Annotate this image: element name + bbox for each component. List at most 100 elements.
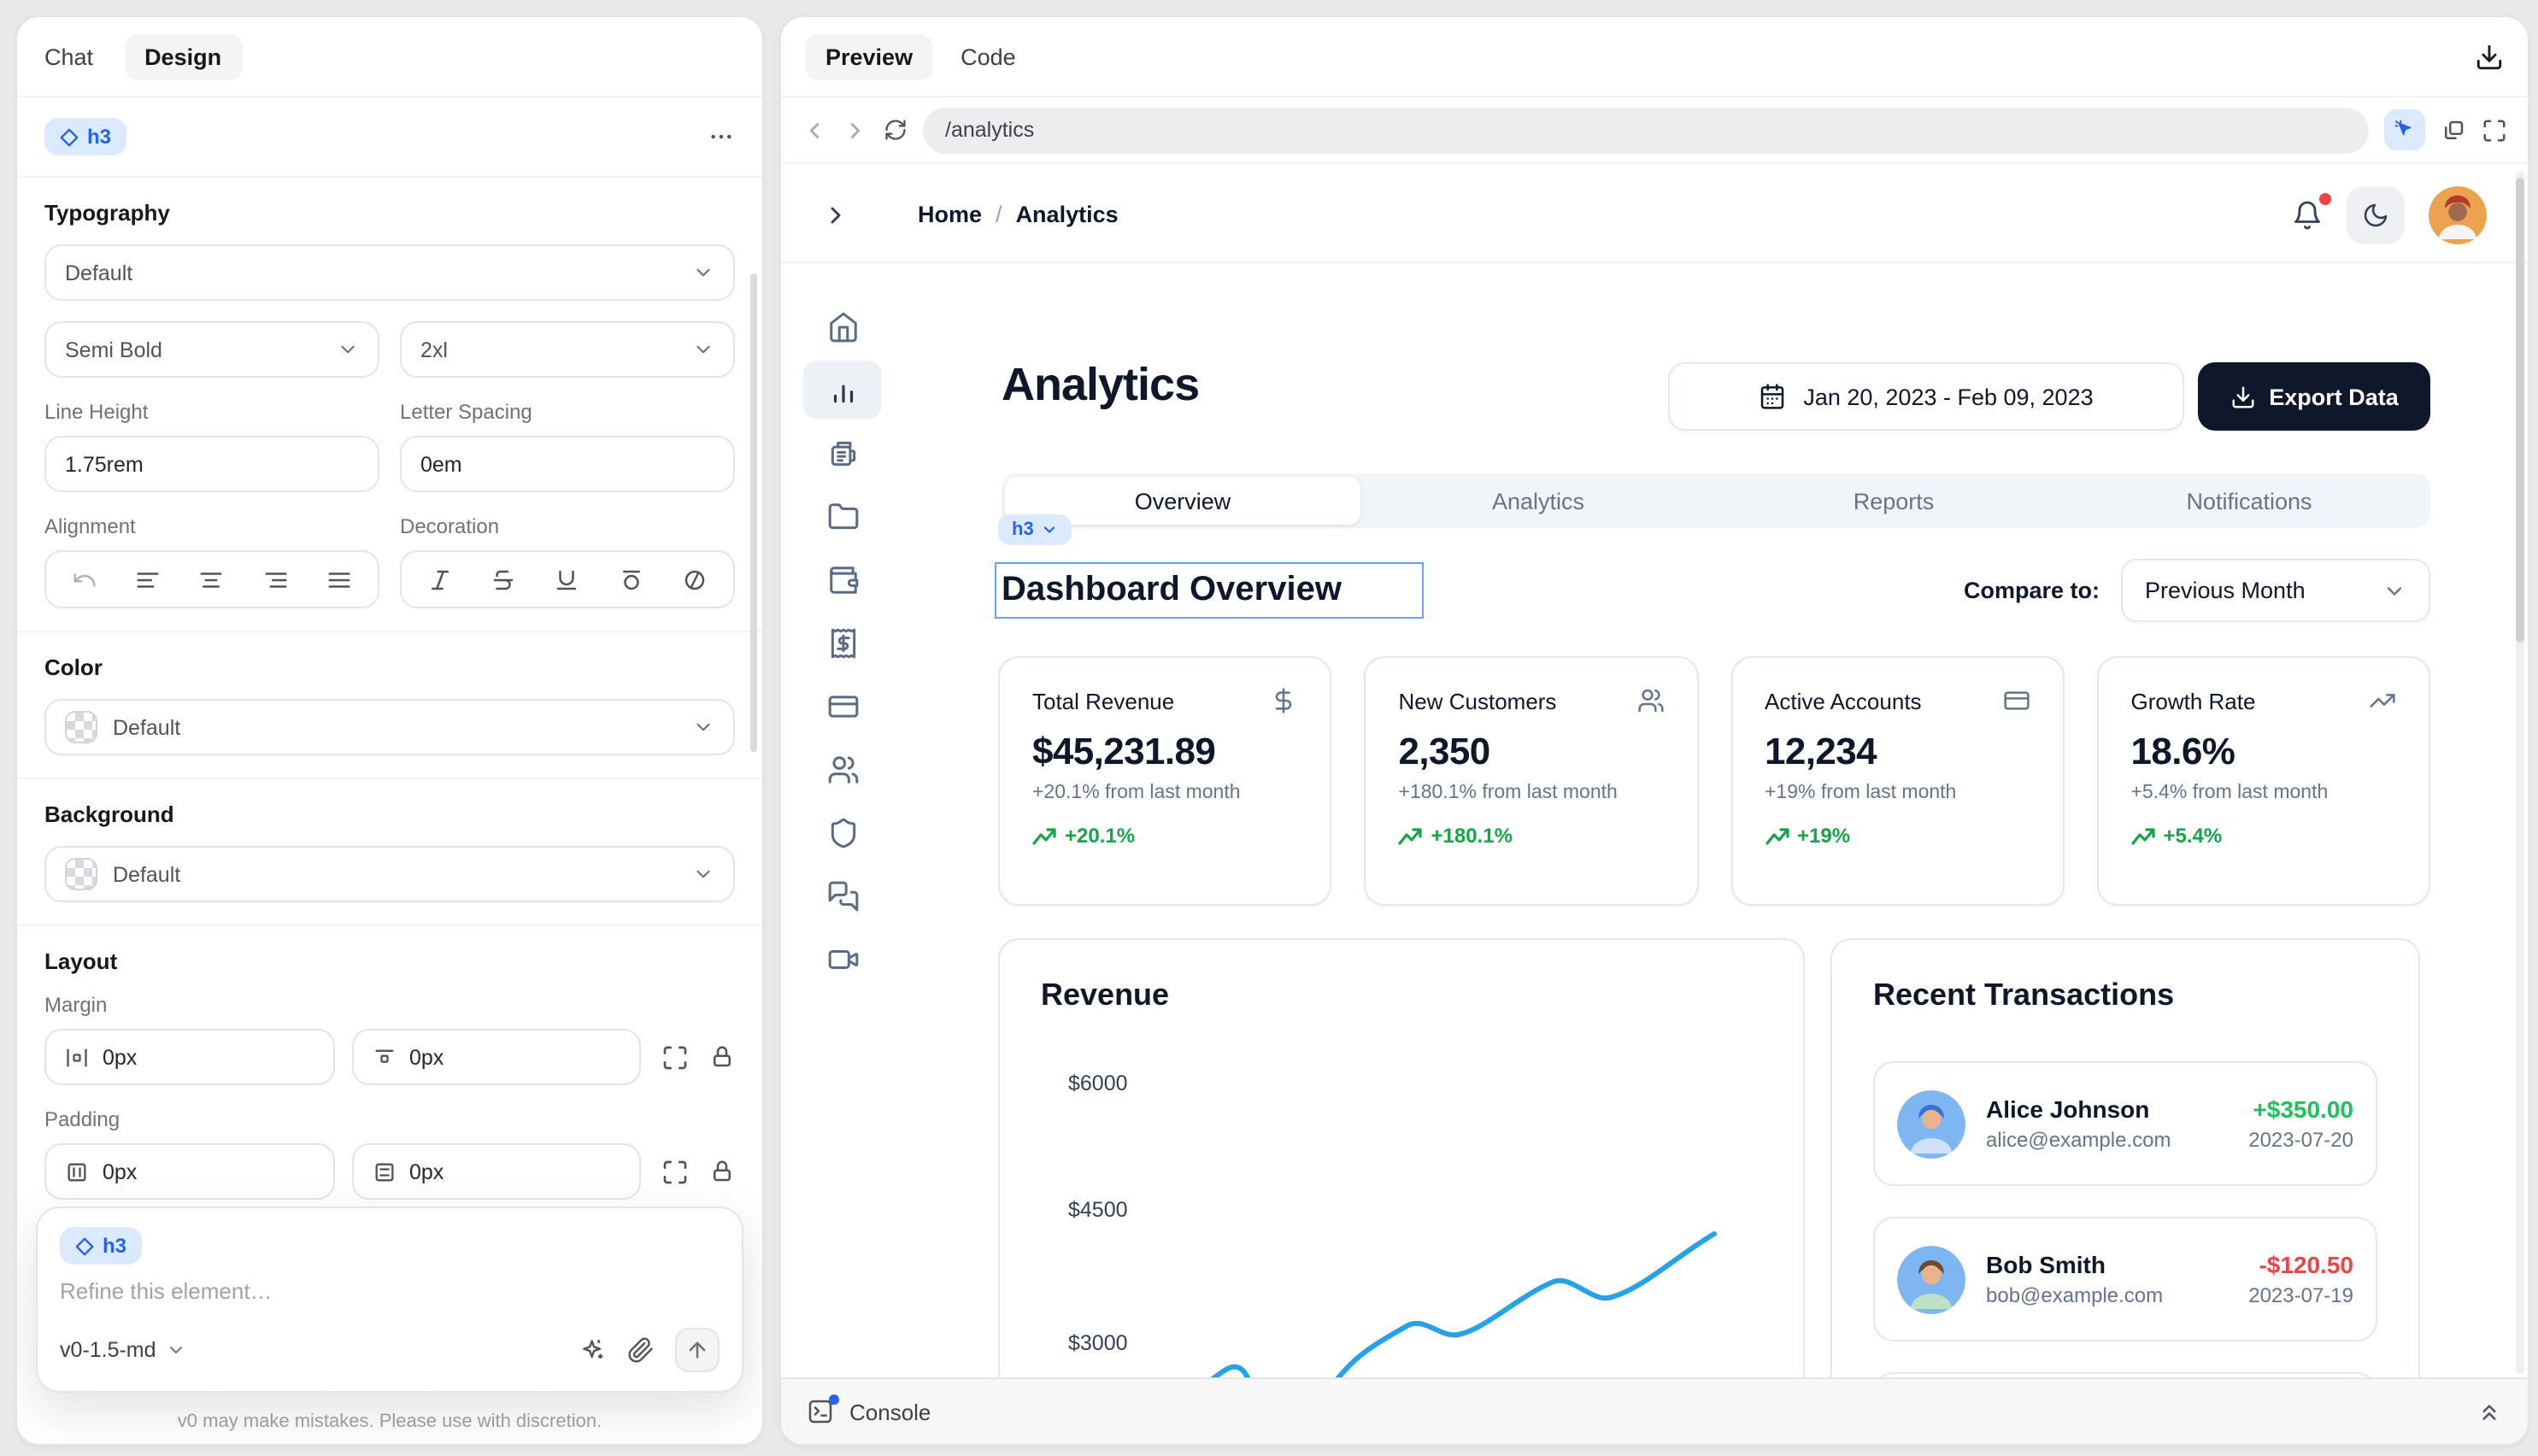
layout-section: Layout Margin 0px 0px Padding 0px — [17, 926, 762, 1222]
date-range-button[interactable]: Jan 20, 2023 - Feb 09, 2023 — [1668, 362, 2184, 431]
undo-alignment-button[interactable] — [72, 567, 97, 592]
transaction-amount: -$120.50 — [2259, 1251, 2353, 1278]
tab-design[interactable]: Design — [124, 33, 243, 79]
padding-lock-button[interactable] — [709, 1159, 735, 1184]
align-center-button[interactable] — [199, 567, 225, 592]
margin-lock-button[interactable] — [709, 1044, 735, 1070]
export-data-button[interactable]: Export Data — [2198, 362, 2430, 431]
back-button[interactable] — [802, 117, 827, 143]
url-input[interactable]: /analytics — [923, 107, 2369, 153]
tab-notifications[interactable]: Notifications — [2186, 488, 2312, 514]
model-select[interactable]: v0-1.5-md — [60, 1338, 187, 1362]
element-menu-button[interactable] — [708, 123, 735, 150]
y-tick-3000: $3000 — [1068, 1331, 1128, 1355]
console-bar[interactable]: Console — [781, 1377, 2528, 1444]
breadcrumb-home[interactable]: Home — [918, 202, 983, 227]
forward-button[interactable] — [843, 117, 868, 143]
chevron-down-icon — [696, 723, 710, 731]
alignment-label: Alignment — [44, 514, 136, 538]
sidebar-item-wallet[interactable] — [803, 550, 882, 608]
tab-preview[interactable]: Preview — [805, 33, 934, 79]
tab-code[interactable]: Code — [961, 44, 1016, 69]
breadcrumb: Home / Analytics — [918, 202, 1119, 227]
refine-input[interactable]: Refine this element… — [60, 1278, 273, 1304]
sidebar-item-security[interactable] — [803, 803, 882, 861]
credit-card-icon — [827, 695, 858, 717]
sidebar-item-customers[interactable] — [803, 740, 882, 798]
disclaimer: v0 may make mistakes. Please use with di… — [177, 1412, 602, 1432]
attach-button[interactable] — [627, 1336, 655, 1364]
italic-icon — [432, 569, 449, 590]
selected-element-tag[interactable]: h3 — [998, 514, 1072, 545]
copy-icon — [2445, 120, 2464, 138]
refresh-button[interactable] — [884, 118, 908, 142]
tab-chat[interactable]: Chat — [44, 44, 94, 69]
copy-button[interactable] — [2441, 117, 2466, 143]
line-height-input[interactable]: 1.75rem — [44, 436, 379, 492]
left-panel-scrollbar[interactable] — [750, 273, 757, 752]
align-left-button[interactable] — [136, 567, 162, 592]
design-mode-button[interactable] — [2384, 109, 2425, 150]
refine-element-badge[interactable]: h3 — [60, 1227, 143, 1265]
avatar — [1897, 1089, 1965, 1158]
margin-label: Margin — [44, 993, 108, 1017]
sidebar-item-cards[interactable] — [803, 677, 882, 735]
padding-x-input[interactable]: 0px — [44, 1143, 334, 1200]
preview-scrollbar[interactable] — [2516, 178, 2524, 643]
tab-reports[interactable]: Reports — [1853, 488, 1935, 514]
theme-toggle-button[interactable] — [2347, 185, 2405, 244]
notifications-button[interactable] — [2292, 192, 2331, 230]
sidebar-item-analytics[interactable] — [803, 361, 882, 419]
arrow-up-icon — [689, 1342, 706, 1359]
send-button[interactable] — [675, 1328, 720, 1372]
typography-section: Typography Default Semi Bold 2xl Line He… — [17, 178, 762, 632]
console-expand-button[interactable] — [2476, 1399, 2502, 1424]
margin-y-input[interactable]: 0px — [351, 1029, 641, 1085]
preview-scrollbar-track — [2516, 171, 2524, 1374]
padding-y-input[interactable]: 0px — [351, 1143, 641, 1200]
selected-heading[interactable]: Dashboard Overview — [995, 562, 1424, 619]
enhance-prompt-button[interactable] — [579, 1336, 607, 1364]
compare-select[interactable]: Previous Month — [2121, 559, 2430, 622]
margin-x-input[interactable]: 0px — [44, 1029, 334, 1085]
underline-button[interactable] — [555, 567, 580, 592]
tab-analytics[interactable]: Analytics — [1491, 488, 1585, 514]
color-select[interactable]: Default — [44, 699, 735, 755]
fullscreen-button[interactable] — [2482, 117, 2507, 143]
letter-spacing-label: Letter Spacing — [400, 400, 532, 424]
dashboard-tabs: Overview Analytics Reports Notifications — [1002, 473, 2430, 528]
align-right-button[interactable] — [262, 567, 288, 592]
element-badge[interactable]: h3 — [44, 118, 127, 156]
background-select[interactable]: Default — [44, 846, 735, 902]
sidebar-item-video[interactable] — [803, 930, 882, 988]
sidebar-item-files[interactable] — [803, 487, 882, 545]
strikethrough-button[interactable] — [491, 567, 517, 592]
font-weight-select[interactable]: Semi Bold — [44, 321, 379, 378]
sidebar-item-home[interactable] — [803, 297, 882, 355]
align-right-icon — [264, 572, 286, 587]
italic-button[interactable] — [427, 567, 453, 592]
download-button[interactable] — [2475, 42, 2504, 71]
sidebar-item-receipts[interactable] — [803, 614, 882, 672]
font-family-select[interactable]: Default — [44, 244, 735, 301]
transactions-list: Alice Johnson alice@example.com +$350.00… — [1873, 1061, 2377, 1444]
margin-y-icon — [374, 1048, 393, 1062]
padding-x-icon — [68, 1162, 86, 1181]
overline-button[interactable] — [618, 567, 643, 592]
chevron-left-icon — [809, 122, 820, 138]
page-title: Analytics — [1002, 359, 1200, 410]
sidebar-item-messages[interactable] — [803, 866, 882, 925]
align-justify-button[interactable] — [326, 567, 352, 592]
user-avatar[interactable] — [2429, 185, 2487, 244]
paperclip-icon — [628, 1337, 653, 1363]
bell-icon — [2294, 200, 2320, 229]
background-section: Background Default — [17, 779, 762, 926]
font-size-select[interactable]: 2xl — [400, 321, 735, 378]
no-decoration-button[interactable] — [682, 567, 708, 592]
margin-expand-button[interactable] — [661, 1043, 689, 1071]
sidebar-item-invoices[interactable] — [803, 424, 882, 482]
padding-expand-button[interactable] — [661, 1158, 689, 1185]
console-activity-dot — [829, 1394, 839, 1405]
sidebar-toggle-button[interactable] — [822, 201, 849, 228]
letter-spacing-input[interactable]: 0em — [400, 436, 735, 492]
